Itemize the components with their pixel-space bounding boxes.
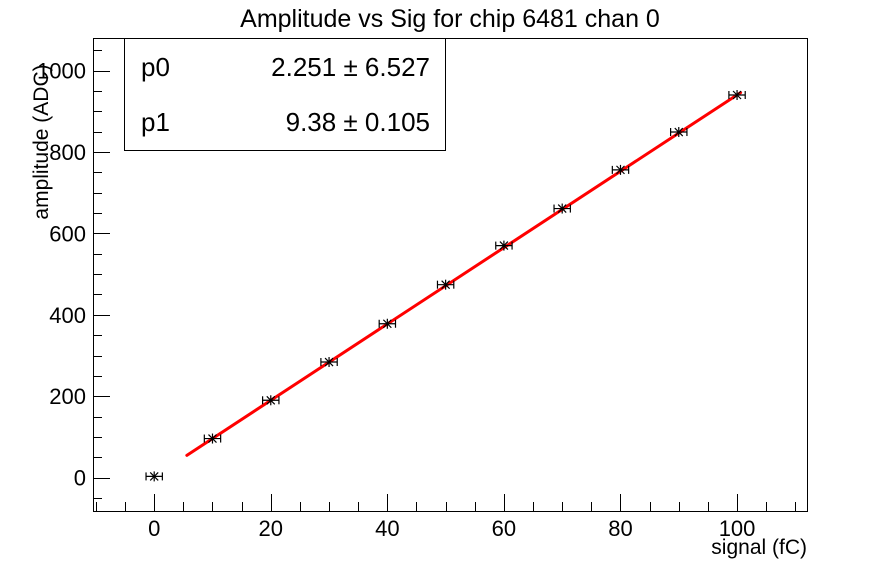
stats-param-p1: p1 xyxy=(141,107,170,138)
data-point xyxy=(378,318,397,329)
stats-row-p0: p0 2.251 ± 6.527 xyxy=(125,54,445,80)
x-axis-title: signal (fC) xyxy=(711,536,807,559)
marker-stroke xyxy=(266,395,276,405)
marker-stroke xyxy=(557,204,567,213)
fit-line xyxy=(185,91,743,457)
stats-param-p0: p0 xyxy=(141,51,170,82)
x-tick-label: 40 xyxy=(375,516,399,541)
plot-title: Amplitude vs Sig for chip 6481 chan 0 xyxy=(240,5,660,33)
data-point xyxy=(320,357,338,368)
y-tick-label: 200 xyxy=(49,384,86,409)
data-point xyxy=(611,164,630,175)
data-point xyxy=(436,279,455,290)
x-tick-label: 20 xyxy=(259,516,283,541)
stats-value-p0: 2.251 ± 6.527 xyxy=(271,51,430,82)
stats-value-p1: 9.38 ± 0.105 xyxy=(285,107,430,138)
data-point xyxy=(670,127,688,138)
marker-stroke xyxy=(208,434,217,443)
data-point xyxy=(728,89,746,100)
data-point xyxy=(553,203,571,214)
data-point xyxy=(203,433,222,444)
y-tick-label: 800 xyxy=(49,140,86,165)
x-tick-label: 0 xyxy=(148,516,160,541)
data-point xyxy=(145,471,163,482)
y-tick-label: 0 xyxy=(74,466,86,491)
fit-stats-box: p0 2.251 ± 6.527 p1 9.38 ± 0.105 xyxy=(124,38,446,151)
marker-stroke xyxy=(149,471,159,481)
marker-stroke xyxy=(382,319,392,329)
data-point xyxy=(262,395,280,406)
marker-stroke xyxy=(441,280,451,290)
marker-stroke xyxy=(499,241,509,251)
stats-row-p1: p1 9.38 ± 0.105 xyxy=(125,109,445,135)
y-tick-label: 400 xyxy=(49,303,86,328)
marker-stroke xyxy=(732,90,742,100)
x-tick-label: 80 xyxy=(608,516,632,541)
marker-stroke xyxy=(674,127,684,137)
x-tick-label: 60 xyxy=(492,516,516,541)
y-tick-label: 1000 xyxy=(37,59,86,84)
marker-stroke xyxy=(616,165,625,175)
data-point xyxy=(495,240,513,251)
marker-stroke xyxy=(324,357,334,367)
y-tick-label: 600 xyxy=(49,221,86,246)
y-axis-title: amplitude (ADC) xyxy=(30,64,53,220)
x-tick-label: 100 xyxy=(719,516,756,541)
